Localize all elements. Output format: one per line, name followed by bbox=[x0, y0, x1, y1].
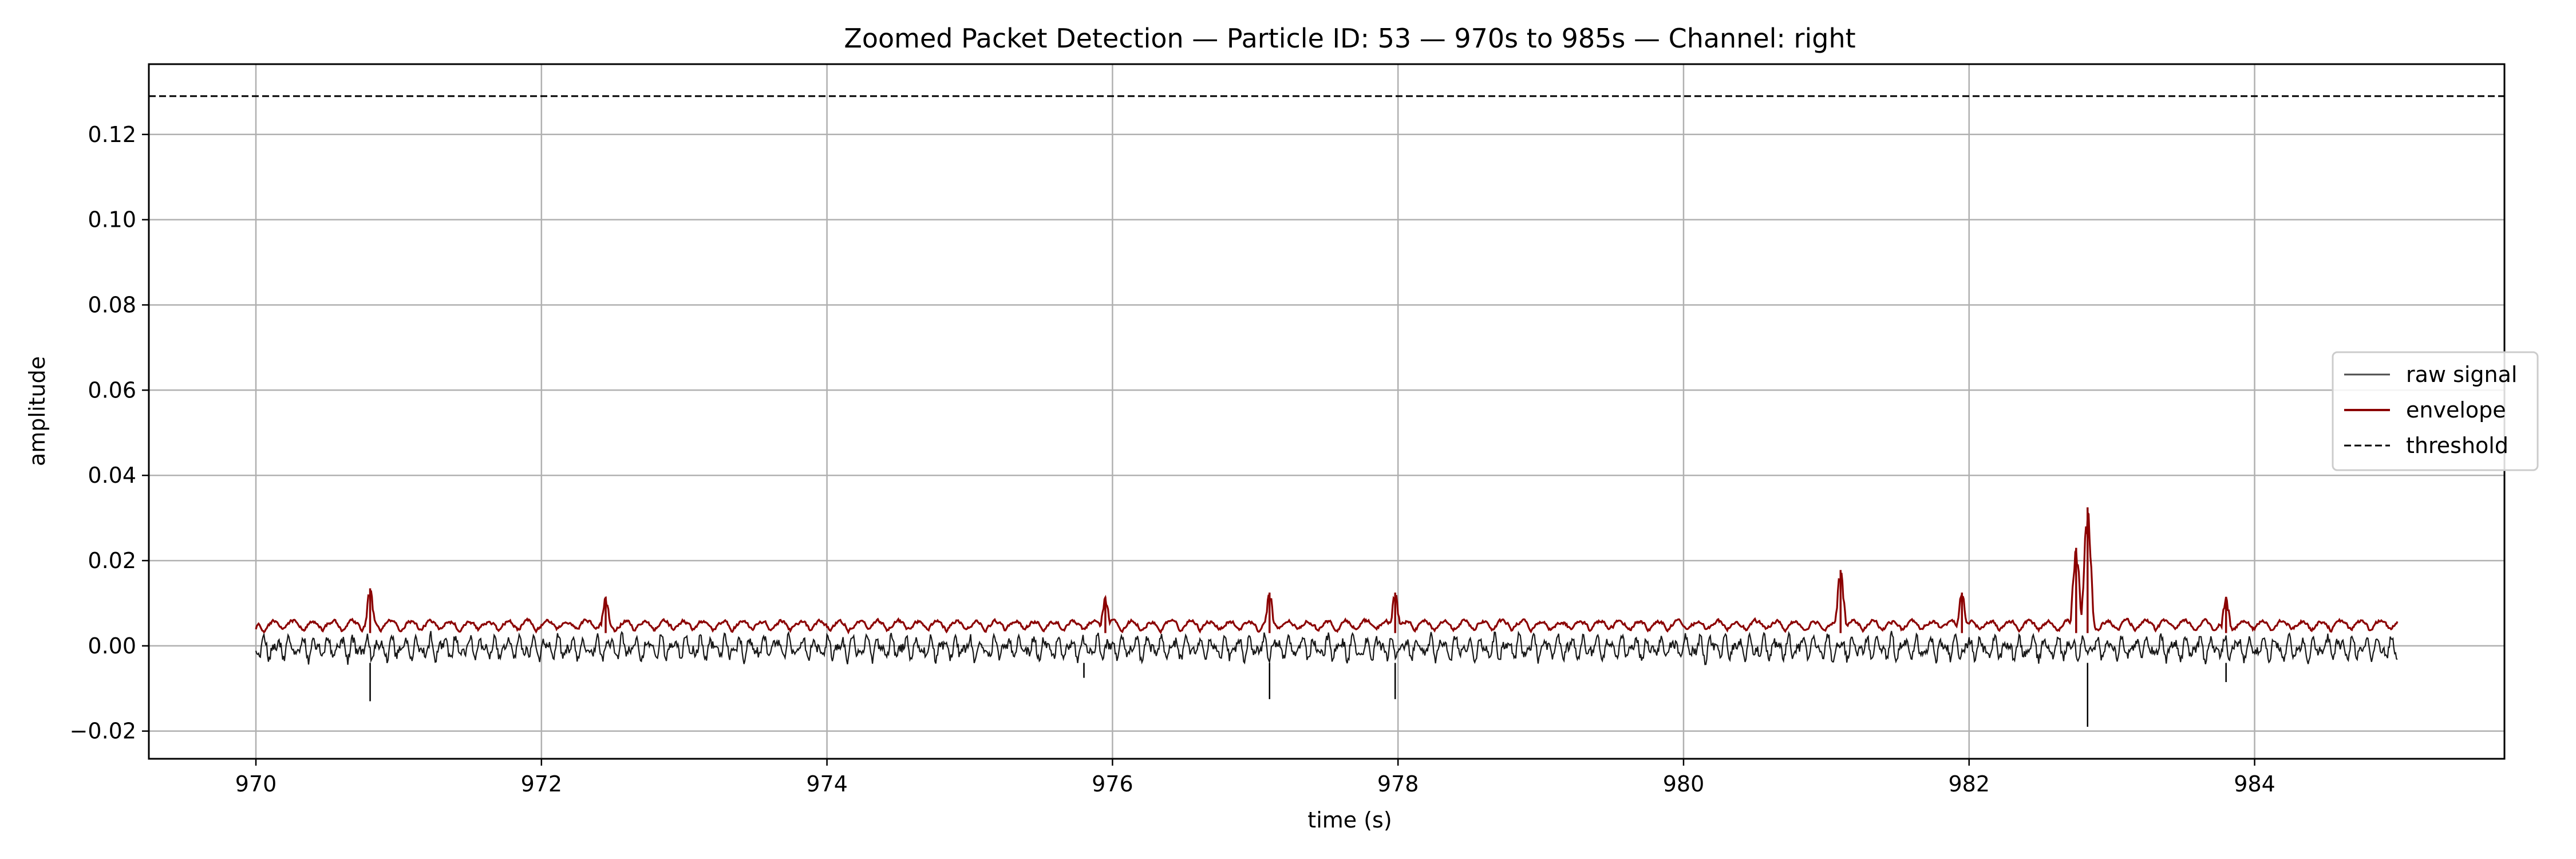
legend: raw signal envelope threshold bbox=[2332, 351, 2539, 471]
y-tick-label: 0.08 bbox=[88, 292, 136, 317]
series-raw-signal bbox=[255, 631, 2398, 665]
x-axis-title: time (s) bbox=[1307, 807, 1392, 833]
plot-area bbox=[149, 95, 2504, 727]
y-tick-label: 0.00 bbox=[88, 633, 136, 659]
series-envelope bbox=[255, 510, 2399, 635]
chart-title: Zoomed Packet Detection — Particle ID: 5… bbox=[844, 23, 1855, 54]
x-tick-label: 970 bbox=[235, 771, 277, 797]
legend-frame bbox=[2332, 351, 2539, 471]
axis-ticks: 970 972 974 976 978 980 982 984 −0.02 0.00 0.02 0.0… bbox=[70, 122, 2275, 797]
y-axis-title: amplitude bbox=[25, 356, 50, 466]
legend-label-raw-signal: raw signal bbox=[2406, 362, 2517, 387]
legend-label-envelope: envelope bbox=[2406, 397, 2506, 423]
legend-label-threshold: threshold bbox=[2406, 433, 2508, 458]
grid bbox=[149, 64, 2504, 759]
y-tick-label: 0.12 bbox=[88, 122, 136, 147]
y-tick-label: 0.10 bbox=[88, 207, 136, 233]
x-tick-label: 974 bbox=[806, 771, 848, 797]
x-tick-label: 972 bbox=[521, 771, 563, 797]
x-tick-label: 982 bbox=[1949, 771, 1990, 797]
plot-frame bbox=[148, 63, 2506, 760]
y-tick-label: 0.06 bbox=[88, 377, 136, 403]
x-tick-label: 980 bbox=[1663, 771, 1705, 797]
y-tick-label: −0.02 bbox=[70, 719, 136, 744]
x-tick-label: 978 bbox=[1377, 771, 1419, 797]
y-tick-label: 0.02 bbox=[88, 548, 136, 573]
x-tick-label: 984 bbox=[2234, 771, 2275, 797]
y-tick-label: 0.04 bbox=[88, 463, 136, 488]
x-tick-label: 976 bbox=[1092, 771, 1133, 797]
